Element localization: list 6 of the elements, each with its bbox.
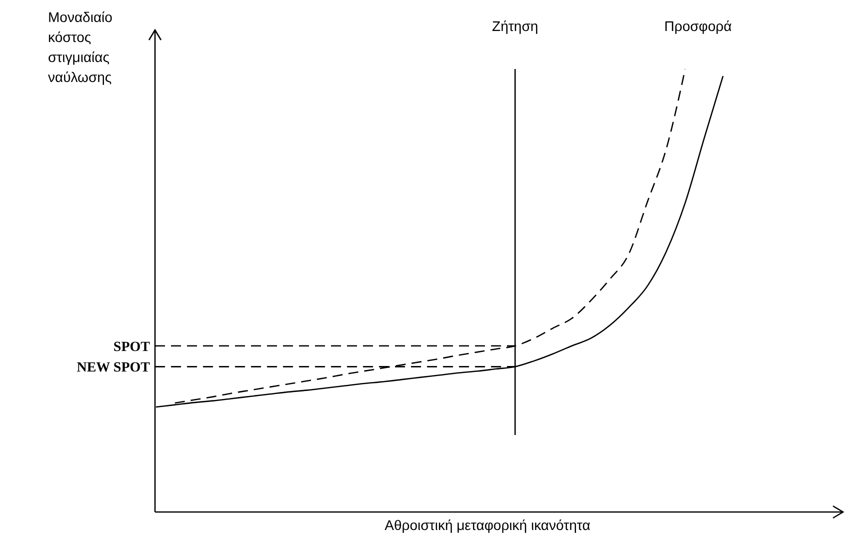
x-axis-title: Αθροιστική μεταφορική ικανότητα (384, 517, 590, 533)
text: Προσφορά (664, 18, 732, 34)
text: Ζήτηση (492, 18, 538, 34)
ref-line-label: SPOT (113, 340, 151, 355)
ref-line-label: NEW SPOT (76, 360, 151, 376)
y-axis-title: Μοναδιαίο κόστος στιγμιαίας ναύλωσης (48, 9, 113, 85)
